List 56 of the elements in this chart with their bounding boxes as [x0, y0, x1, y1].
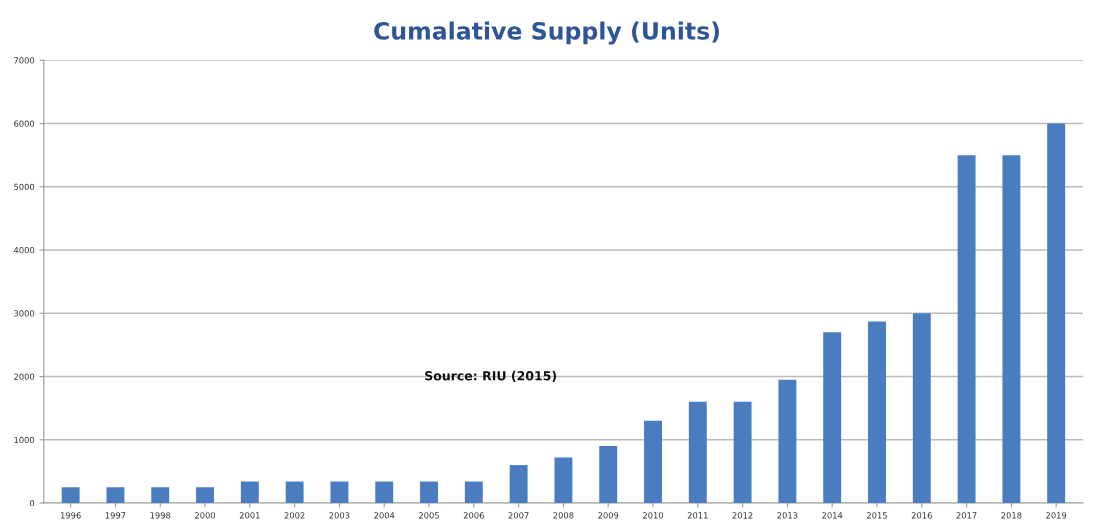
- bar: [464, 481, 483, 504]
- bar: [420, 481, 438, 504]
- x-tick-label: 2013: [777, 512, 798, 519]
- bar: [240, 481, 259, 504]
- y-tick-label: 0: [29, 500, 35, 507]
- y-tick-label: 1000: [14, 436, 35, 444]
- x-tick-label: 2015: [867, 512, 887, 519]
- bar: [106, 487, 125, 504]
- bar: [285, 481, 304, 504]
- x-tick-label: 2006: [463, 512, 484, 519]
- chart-title: Cumalative Supply (Units): [374, 21, 719, 45]
- x-tick-label: 2019: [1046, 512, 1067, 519]
- bar: [599, 446, 618, 504]
- bar: [733, 401, 752, 504]
- x-tick-label: 2011: [687, 512, 708, 519]
- bar: [196, 487, 214, 504]
- x-tick-label: 2009: [598, 512, 619, 519]
- annotation: Source: RIU (2015): [425, 370, 557, 382]
- y-tick-label: 4000: [13, 247, 35, 254]
- x-tick-label: 2016: [911, 512, 932, 519]
- bar: [1047, 123, 1066, 504]
- bar: [554, 457, 573, 504]
- x-tick-label: 2018: [1001, 512, 1022, 519]
- bar: [644, 420, 662, 504]
- bar: [1002, 155, 1021, 504]
- bar: [330, 481, 349, 504]
- x-tick-label: 2003: [329, 512, 350, 519]
- bar: [912, 313, 931, 504]
- bar: [778, 379, 797, 504]
- x-tick-label: 2002: [284, 512, 305, 519]
- bar: [823, 332, 842, 504]
- x-tick-label: 2007: [508, 512, 529, 519]
- y-tick-label: 5000: [14, 183, 35, 191]
- x-tick-label: 2005: [419, 512, 439, 519]
- bar: [509, 465, 528, 504]
- bar: [957, 155, 976, 504]
- x-tick-label: 2017: [956, 512, 977, 519]
- x-tick-label: 1996: [60, 512, 81, 519]
- y-tick-label: 7000: [14, 57, 35, 64]
- x-tick-label: 1997: [105, 512, 126, 519]
- x-tick-label: 2014: [822, 512, 843, 519]
- bar: [688, 401, 707, 504]
- bar: [868, 321, 886, 504]
- bar: [151, 487, 170, 504]
- y-tick-label: 2000: [14, 373, 35, 380]
- x-tick-label: 1998: [150, 512, 171, 519]
- bar: [61, 487, 80, 504]
- x-tick-label: 2012: [732, 512, 753, 519]
- x-tick-label: 2001: [239, 512, 260, 519]
- y-tick-label: 6000: [14, 120, 35, 127]
- x-tick-label: 2004: [374, 512, 395, 519]
- x-tick-label: 2008: [553, 512, 574, 519]
- x-tick-label: 2000: [195, 512, 216, 519]
- bar: [375, 481, 394, 504]
- y-tick-label: 3000: [14, 310, 35, 317]
- x-tick-label: 2010: [643, 512, 664, 519]
